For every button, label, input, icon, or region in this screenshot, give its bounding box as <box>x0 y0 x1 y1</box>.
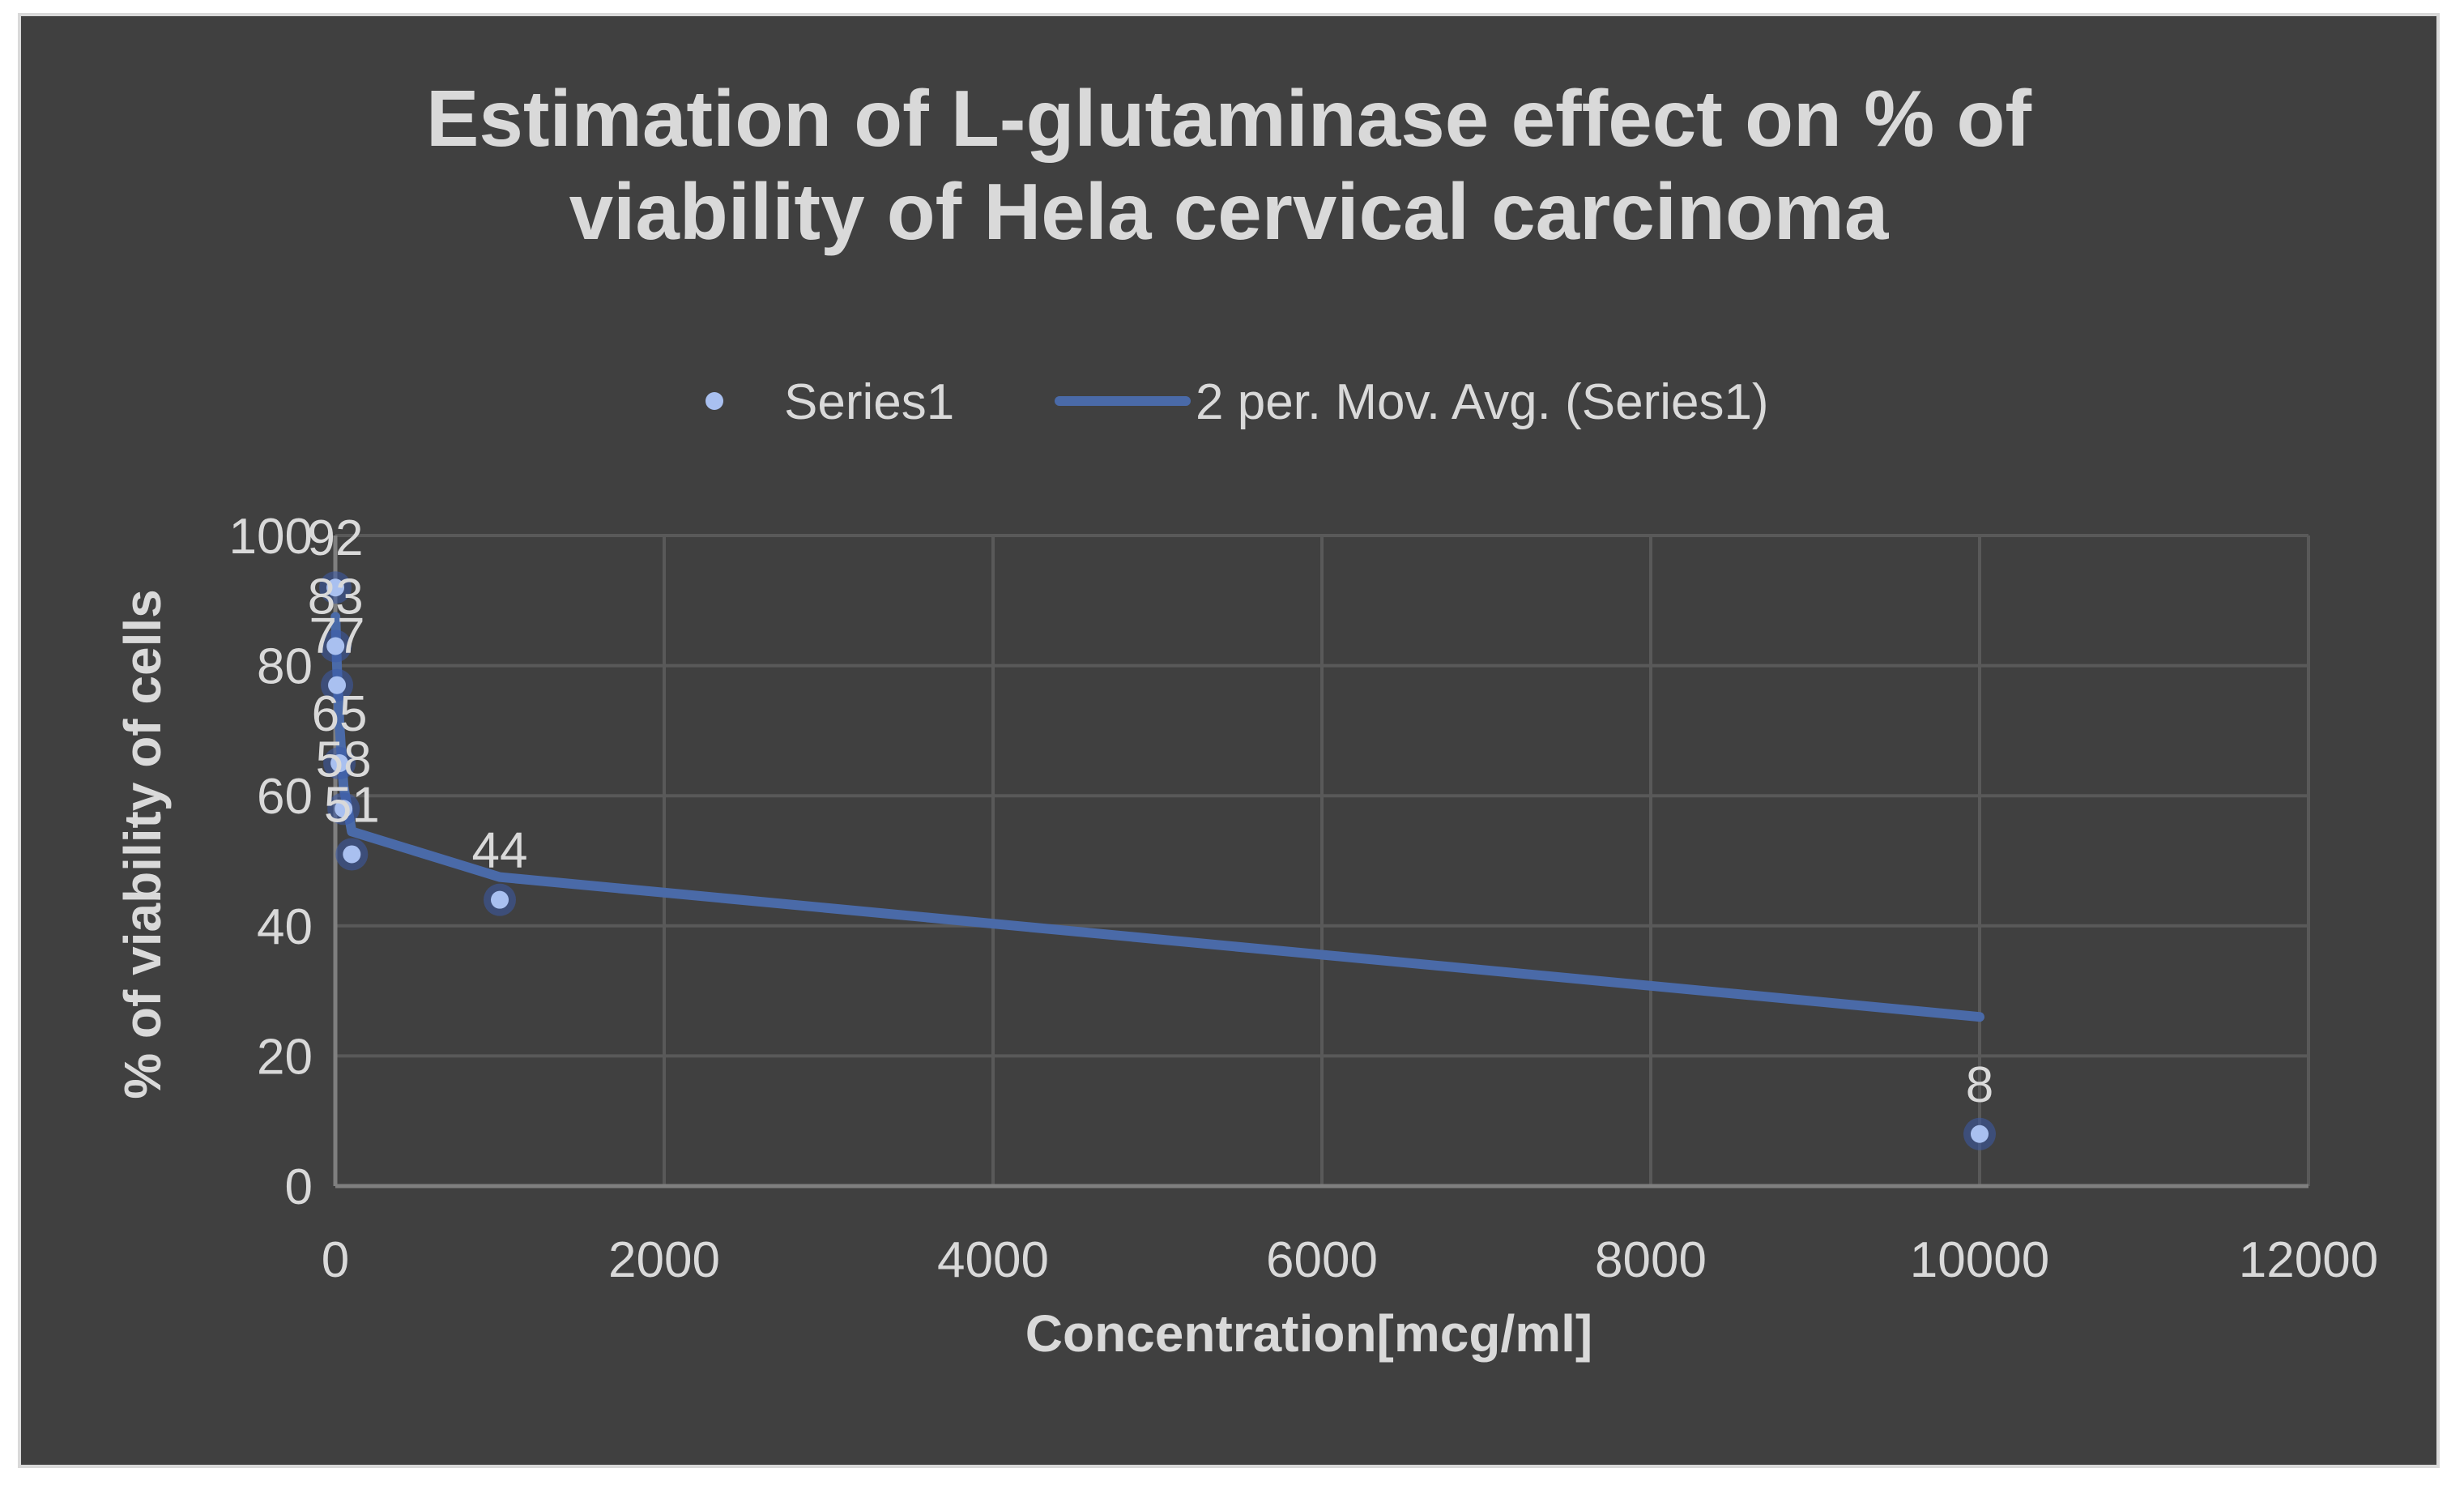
x-tick-label: 12000 <box>2239 1232 2378 1288</box>
data-label: 8 <box>1966 1057 1993 1113</box>
data-point <box>326 637 345 655</box>
data-point <box>1971 1124 1989 1143</box>
y-tick-label: 100 <box>229 509 313 565</box>
x-tick-label: 6000 <box>1266 1232 1378 1288</box>
y-tick-label: 20 <box>257 1029 313 1085</box>
legend: Series1 2 per. Mov. Avg. (Series1) <box>706 374 1769 430</box>
x-tick-label: 4000 <box>937 1232 1049 1288</box>
chart-title-line-1: Estimation of L-glutaminase effect on % … <box>426 74 2031 163</box>
y-tick-label: 0 <box>285 1159 313 1215</box>
x-tick-label: 2000 <box>608 1232 720 1288</box>
y-tick-label: 40 <box>257 899 313 955</box>
data-point <box>335 800 353 818</box>
data-label: 58 <box>316 732 372 787</box>
legend-series-label: Series1 <box>784 374 954 430</box>
legend-trendline-label: 2 per. Mov. Avg. (Series1) <box>1196 374 1769 430</box>
moving-average-line <box>330 612 1984 1022</box>
data-point <box>491 890 509 909</box>
data-label: 92 <box>308 510 364 566</box>
x-tick-labels: 0 2000 4000 6000 8000 10000 12000 <box>322 1232 2378 1288</box>
legend-series-marker <box>706 392 723 410</box>
data-points <box>319 571 1996 1150</box>
data-point <box>326 578 345 597</box>
chart-title: Estimation of L-glutaminase effect on % … <box>426 74 2031 256</box>
trendline <box>330 612 1984 1022</box>
data-point <box>343 845 361 864</box>
data-label: 51 <box>324 777 380 833</box>
data-label: 77 <box>309 608 365 664</box>
x-tick-label: 0 <box>322 1232 349 1288</box>
data-point <box>328 676 347 694</box>
y-tick-label: 80 <box>257 639 313 695</box>
chart-frame: Estimation of L-glutaminase effect on % … <box>18 13 2440 1468</box>
x-tick-label: 8000 <box>1595 1232 1707 1288</box>
y-axis-title: % of viability of cells <box>113 589 172 1099</box>
data-point <box>330 754 349 773</box>
x-tick-label: 10000 <box>1910 1232 2049 1288</box>
x-axis-title: Concentration[mcg/ml] <box>1025 1304 1592 1363</box>
data-label: 65 <box>312 686 368 742</box>
gridlines <box>335 534 2310 1186</box>
data-label: 44 <box>472 823 528 879</box>
data-label: 83 <box>308 570 364 625</box>
y-tick-label: 60 <box>257 769 313 825</box>
chart-svg: Estimation of L-glutaminase effect on % … <box>113 74 2378 1363</box>
y-tick-labels: 0 20 40 60 80 100 <box>229 509 313 1215</box>
chart-title-line-2: viability of Hela cervical carcinoma <box>569 167 1890 256</box>
